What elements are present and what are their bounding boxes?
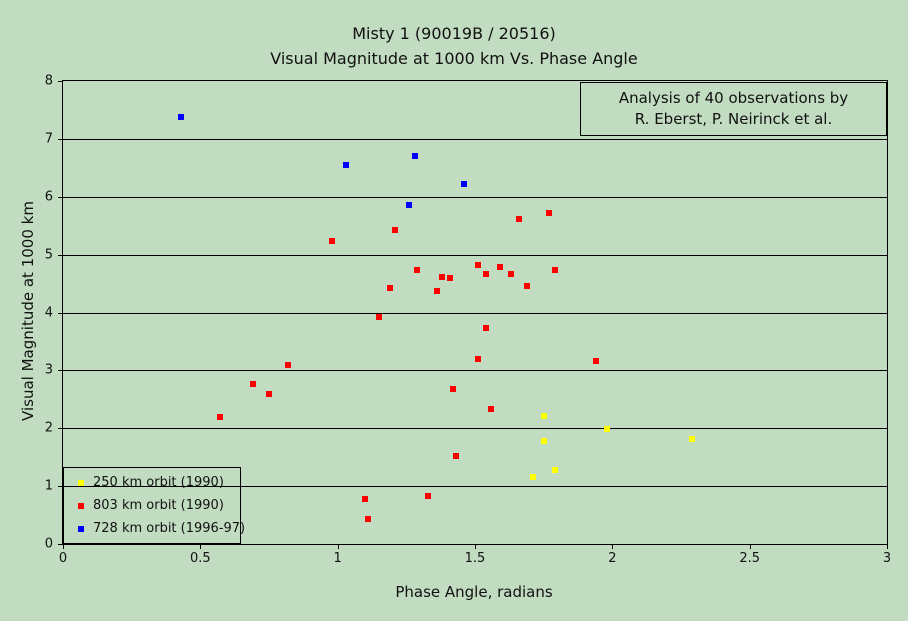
x-tick-label-1: 1: [333, 551, 342, 566]
data-point-series1-5: [362, 495, 369, 502]
data-point-series1-9: [392, 226, 399, 233]
data-point-series1-22: [496, 264, 503, 271]
legend-item-2: 728 km orbit (1996-97): [78, 521, 245, 537]
data-point-series2-0: [178, 113, 185, 120]
data-point-series1-21: [488, 405, 495, 412]
data-point-series0-4: [551, 467, 558, 474]
legend-swatch-0: [78, 479, 84, 486]
y-tick-8: [58, 81, 63, 82]
legend-label-2: 728 km orbit (1996-97): [93, 520, 246, 536]
y-tick-4: [58, 312, 63, 314]
data-point-series1-28: [592, 358, 599, 365]
gridline-y-5: [63, 254, 887, 256]
y-tick-label-3: 3: [44, 362, 53, 378]
x-tick-1: [337, 544, 339, 549]
gridline-y-3: [63, 370, 887, 372]
annotation-line-1: Analysis of 40 observations by: [618, 89, 849, 107]
y-tick-6: [58, 196, 63, 198]
gridline-y-4: [63, 312, 887, 314]
data-point-series1-3: [285, 361, 292, 368]
y-tick-0: [58, 544, 63, 545]
data-point-series1-26: [546, 209, 553, 216]
y-tick-label-7: 7: [44, 131, 53, 147]
x-tick-label-0.5: 0.5: [189, 551, 211, 566]
data-point-series1-14: [447, 275, 454, 282]
data-point-series1-16: [452, 453, 459, 460]
chart-title: Misty 1 (90019B / 20516) Visual Magnitud…: [0, 21, 908, 71]
y-tick-2: [58, 428, 63, 430]
gridline-y-1: [63, 486, 887, 488]
data-point-series1-24: [515, 215, 522, 222]
legend-label-0: 250 km orbit (1990): [93, 474, 224, 490]
data-point-series1-2: [266, 391, 272, 398]
data-point-series1-20: [482, 325, 489, 332]
data-point-series2-2: [406, 202, 413, 209]
x-tick-label-1.5: 1.5: [464, 551, 486, 566]
y-tick-label-4: 4: [44, 305, 53, 320]
data-point-series1-18: [474, 355, 481, 362]
data-point-series1-10: [414, 267, 421, 274]
data-point-series0-0: [540, 413, 547, 420]
plot-area: Analysis of 40 observations by R. Eberst…: [45, 74, 891, 567]
x-tick-2.5: [749, 544, 751, 549]
data-point-series1-23: [507, 271, 514, 278]
y-tick-3: [58, 370, 63, 372]
data-point-series1-17: [474, 262, 481, 269]
data-point-series1-15: [450, 385, 457, 392]
annotation-line-2: R. Eberst, P. Neirinck et al.: [634, 110, 833, 128]
y-tick-label-0: 0: [44, 536, 53, 552]
chart-title-line-2: Visual Magnitude at 1000 km Vs. Phase An…: [270, 49, 638, 68]
x-tick-3: [887, 544, 888, 549]
gridline-y-7: [63, 138, 887, 140]
legend-item-1: 803 km orbit (1990): [78, 498, 240, 514]
y-tick-label-6: 6: [44, 189, 53, 205]
y-axis-title: Visual Magnitude at 1000 km: [19, 201, 37, 421]
x-axis-title: Phase Angle, radians: [395, 583, 553, 601]
data-point-series1-11: [425, 492, 432, 499]
data-point-series1-4: [329, 238, 336, 245]
annotation-box: Analysis of 40 observations by R. Eberst…: [580, 82, 887, 136]
data-point-series1-7: [375, 313, 382, 320]
y-tick-1: [58, 486, 63, 488]
x-tick-label-0: 0: [58, 551, 68, 566]
data-point-series0-5: [529, 474, 536, 481]
x-tick-label-2.5: 2.5: [739, 551, 760, 566]
data-point-series1-13: [439, 273, 446, 280]
legend: 250 km orbit (1990) 803 km orbit (1990) 72…: [63, 467, 245, 544]
legend-swatch-2: [78, 525, 84, 532]
legend-label-1: 803 km orbit (1990): [93, 497, 224, 513]
chart-title-line-1: Misty 1 (90019B / 20516): [352, 24, 556, 43]
x-tick-2: [612, 544, 614, 549]
y-tick-7: [58, 138, 63, 140]
data-point-series1-27: [551, 266, 558, 273]
x-tick-0.5: [200, 544, 202, 549]
gridline-y-6: [63, 196, 887, 198]
data-point-series1-19: [482, 270, 489, 277]
x-tick-0: [63, 544, 64, 549]
y-tick-label-2: 2: [44, 420, 53, 436]
data-point-series1-8: [386, 284, 393, 291]
legend-item-0: 250 km orbit (1990): [78, 475, 240, 491]
y-tick-label-8: 8: [44, 73, 53, 89]
data-point-series0-3: [688, 435, 695, 442]
data-point-series1-25: [524, 283, 531, 290]
y-tick-label-1: 1: [44, 478, 53, 494]
data-point-series1-0: [216, 414, 223, 421]
x-tick-label-2: 2: [608, 551, 617, 566]
data-point-series2-3: [411, 153, 418, 160]
x-tick-1.5: [475, 544, 476, 549]
data-point-series2-4: [461, 181, 467, 188]
data-point-series0-2: [540, 437, 547, 444]
data-point-series2-1: [342, 161, 349, 168]
data-point-series1-1: [249, 380, 256, 387]
y-tick-5: [58, 254, 63, 256]
y-tick-label-5: 5: [44, 247, 53, 263]
data-point-series1-12: [433, 287, 440, 294]
x-tick-label-3: 3: [882, 551, 892, 566]
legend-swatch-1: [78, 502, 84, 509]
gridline-y-2: [63, 428, 887, 430]
data-point-series1-6: [364, 516, 371, 523]
data-point-series0-1: [603, 426, 610, 433]
